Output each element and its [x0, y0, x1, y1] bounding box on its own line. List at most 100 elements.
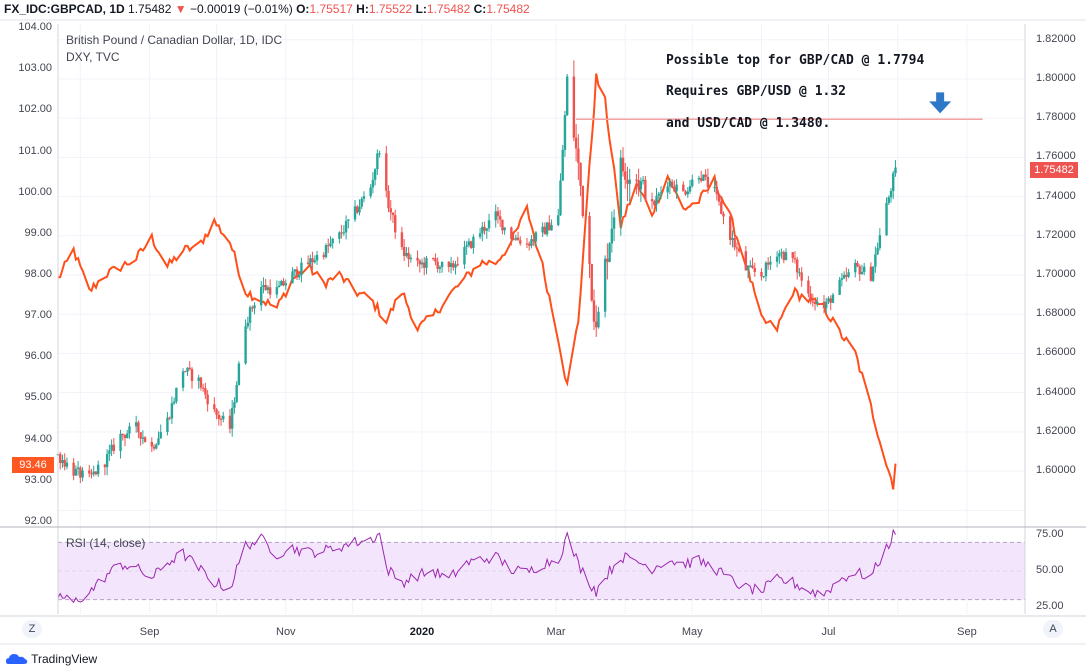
candle-body — [481, 226, 484, 234]
high-label: H: — [356, 2, 369, 16]
right-tick-label: 1.76000 — [1036, 150, 1076, 163]
candle-body — [735, 247, 739, 249]
rsi-line — [57, 528, 896, 604]
right-tick-label: 1.70000 — [1036, 268, 1076, 280]
candle-body — [713, 187, 716, 189]
candle-body — [606, 258, 609, 262]
candle-body — [530, 239, 533, 246]
candle-body — [561, 149, 564, 181]
candle-body — [96, 464, 100, 475]
candle-body — [251, 307, 254, 309]
grid — [58, 24, 1025, 614]
candle-body — [744, 251, 748, 271]
candle-body — [619, 157, 622, 218]
candle-body — [483, 226, 486, 231]
candle-body — [217, 414, 220, 419]
candle-body — [268, 287, 272, 295]
low-label: L: — [415, 2, 427, 16]
candle-body — [425, 258, 428, 268]
candle-body — [874, 254, 877, 267]
left-tick-label: 93.00 — [24, 473, 52, 486]
candle-body — [184, 371, 187, 373]
candle-body — [440, 261, 444, 268]
candle-body — [463, 246, 466, 265]
auto-scale-button[interactable]: A — [1043, 620, 1063, 638]
candle-body — [262, 284, 265, 288]
left-tick-label: 104.00 — [18, 21, 52, 34]
candle-body — [465, 245, 468, 247]
candle-body — [516, 237, 520, 241]
candle-body — [876, 248, 879, 255]
candle-body — [228, 415, 232, 429]
close-value: 1.75482 — [486, 2, 530, 16]
rsi-tick-label: 25.00 — [1036, 599, 1064, 612]
candle-body — [635, 179, 638, 181]
candle-body — [478, 233, 482, 237]
annotation-line-2: Requires GBP/USD @ 1.32 — [666, 84, 847, 99]
candle-body — [150, 441, 153, 447]
right-tick-label: 1.60000 — [1036, 464, 1076, 477]
candle-body — [137, 422, 140, 433]
candle-body — [360, 198, 363, 207]
candle-body — [670, 181, 674, 187]
candle-body — [697, 178, 701, 180]
dxy-legend: DXY, TVC — [66, 50, 120, 64]
annotation-line-3: and USD/CAD @ 1.3480. — [666, 116, 831, 131]
last-price: 1.75482 — [128, 2, 172, 16]
candle-body — [729, 216, 732, 240]
right-tick-label: 1.72000 — [1036, 228, 1076, 241]
low-value: 1.75482 — [426, 2, 471, 16]
candle-body — [706, 176, 710, 188]
candle-body — [485, 228, 488, 231]
candle-body — [565, 76, 569, 116]
candle-body — [199, 377, 203, 388]
candle-body — [324, 245, 328, 258]
candle-body — [175, 387, 178, 402]
candle-body — [626, 179, 629, 184]
candle-body — [704, 174, 707, 177]
candle-body — [134, 422, 138, 427]
candle-body — [362, 196, 366, 199]
candle-body — [447, 261, 451, 267]
candle-body — [684, 191, 687, 195]
candle-body — [621, 157, 625, 172]
candle-body — [878, 235, 882, 249]
candle-body — [597, 311, 600, 328]
zoom-button[interactable]: Z — [22, 620, 42, 638]
left-tick-label: 96.00 — [24, 350, 52, 363]
candle-body — [525, 243, 529, 245]
candle-body — [628, 179, 631, 184]
candle-body — [751, 265, 754, 268]
time-tick-label: 2020 — [409, 626, 435, 638]
candle-body — [110, 444, 113, 451]
candle-body — [376, 153, 379, 170]
candle-body — [574, 137, 578, 149]
candle-body — [577, 148, 580, 163]
candle-body — [356, 206, 359, 213]
candle-body — [550, 225, 553, 231]
right-tick-label: 1.64000 — [1036, 385, 1076, 398]
candle-body — [572, 76, 576, 138]
candle-body — [778, 253, 781, 257]
candle-body — [233, 402, 236, 408]
candle-body — [172, 401, 176, 404]
candle-body — [469, 241, 473, 248]
right-tick-label: 1.78000 — [1036, 111, 1076, 124]
close-label: C: — [473, 2, 487, 16]
candle-body — [103, 464, 107, 468]
candle-body — [809, 293, 812, 302]
right-tick-label: 1.82000 — [1036, 32, 1076, 45]
candle-body — [885, 202, 888, 236]
main-series-legend: British Pound / Canadian Dollar, 1D, IDC — [66, 33, 283, 47]
last-price-badge: 1.75482 — [1030, 162, 1078, 178]
candle-body — [378, 153, 381, 155]
time-tick-label: Jul — [821, 626, 836, 638]
candle-body — [79, 467, 82, 478]
left-tick-label: 99.00 — [24, 226, 52, 239]
candle-body — [653, 201, 656, 205]
candle-body — [92, 471, 95, 475]
tradingview-logo[interactable]: TradingView — [6, 652, 97, 666]
candle-body — [512, 238, 515, 240]
candle-body — [264, 284, 267, 291]
